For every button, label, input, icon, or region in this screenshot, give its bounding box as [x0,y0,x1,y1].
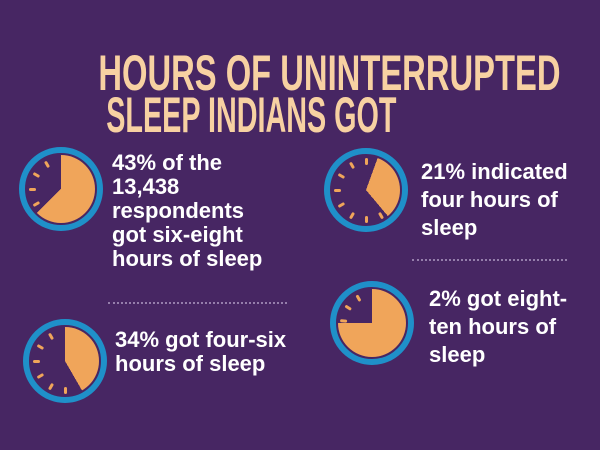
dotted-separator-left [108,302,287,304]
clock-pie-fill [332,156,400,224]
title-line-1: HOURS OF UNINTERRUPTED [98,45,561,101]
clock-icon-four-hours [324,148,408,232]
clock-icon-four-six-hours [23,319,107,403]
clock-tick [339,318,347,323]
stat-text-eight-ten-hours: 2% got eight- ten hours of sleep [429,286,568,367]
clock-tick [63,386,67,394]
clock-pie-fill [27,155,95,223]
dotted-separator-right [412,259,567,261]
clock-icon-six-eight-hours [19,147,103,231]
clock-pie-fill [338,289,406,357]
clock-tick [28,187,36,191]
title-line-2: SLEEP INDIANS GOT [106,87,397,143]
clock-tick [333,188,341,192]
clock-tick [32,359,40,363]
stat-text-six-eight-hours: 43% of the 13,438 respondents got six-ei… [112,150,263,271]
clock-tick [364,215,368,223]
clock-pie-fill [31,327,99,395]
stat-text-four-hours: 21% indicated four hours of sleep [421,159,568,240]
clock-tick [364,157,368,165]
clock-icon-eight-ten-hours [330,281,414,365]
stat-text-four-six-hours: 34% got four-six hours of sleep [115,327,287,376]
